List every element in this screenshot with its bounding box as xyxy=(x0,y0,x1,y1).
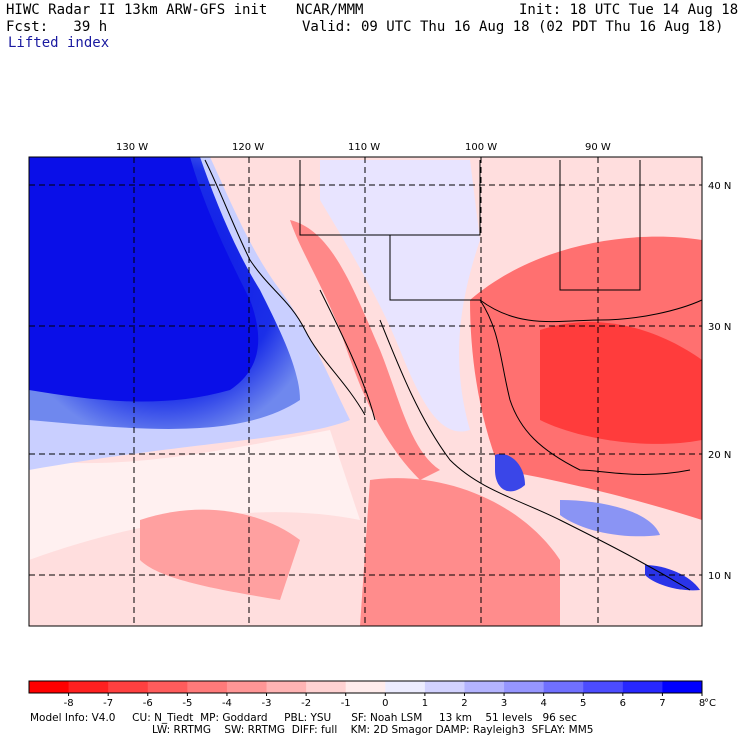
colorbar-swatch xyxy=(226,681,268,693)
graticule xyxy=(29,157,702,626)
model-title: HIWC Radar II 13km ARW-GFS init xyxy=(6,2,268,18)
lon-label-90w: 90 W xyxy=(585,142,611,153)
colorbar-swatch xyxy=(385,681,426,693)
colorbar-swatch xyxy=(108,681,149,693)
lon-label-110w: 110 W xyxy=(348,142,380,153)
colorbar-label: 7 xyxy=(659,698,665,709)
colorbar-swatch xyxy=(622,681,663,693)
forecast-hour: Fcst: 39 h xyxy=(6,19,108,35)
lon-label-100w: 100 W xyxy=(465,142,497,153)
colorbar-swatch xyxy=(345,681,386,693)
colorbar: -8 -7 -6 -5 -4 -3 -2 -1 0 1 2 3 4 5 6 7 8°C xyxy=(28,680,716,709)
organization: NCAR/MMM xyxy=(296,2,364,18)
lat-label-10n: 10 N xyxy=(708,571,731,582)
colorbar-label: -6 xyxy=(143,698,153,709)
colorbar-label: -2 xyxy=(301,698,311,709)
colorbar-swatch xyxy=(662,681,703,693)
colorbar-label: 6 xyxy=(620,698,626,709)
init-time: Init: 18 UTC Tue 14 Aug 18 xyxy=(519,2,739,18)
colorbar-label: 1 xyxy=(422,698,428,709)
colorbar-label: 0 xyxy=(382,698,388,709)
lon-label-130w: 130 W xyxy=(116,142,148,153)
lat-label-30n: 30 N xyxy=(708,322,731,333)
colorbar-unit: °C xyxy=(704,698,716,709)
colorbar-swatch xyxy=(543,681,584,693)
model-info-line2: LW: RRTMG SW: RRTMG DIFF: full KM: 2D Sm… xyxy=(152,724,594,736)
colorbar-swatch xyxy=(504,681,545,693)
coastlines xyxy=(204,159,703,591)
map-frame xyxy=(28,156,703,627)
colorbar-label: -1 xyxy=(341,698,351,709)
colorbar-swatch xyxy=(29,681,70,693)
colorbar-swatch xyxy=(187,681,228,693)
colorbar-swatch xyxy=(306,681,347,693)
colorbar-swatch xyxy=(424,681,465,693)
colorbar-swatch xyxy=(266,681,307,693)
lat-label-20n: 20 N xyxy=(708,450,731,461)
colorbar-swatch xyxy=(464,681,505,693)
colorbar-label: -4 xyxy=(222,698,232,709)
colorbar-swatch xyxy=(68,681,109,693)
colorbar-label: 4 xyxy=(540,698,546,709)
colorbar-label: -5 xyxy=(182,698,192,709)
valid-time: Valid: 09 UTC Thu 16 Aug 18 (02 PDT Thu … xyxy=(302,19,724,35)
colorbar-frame xyxy=(28,680,703,694)
colorbar-swatch xyxy=(147,681,188,693)
colorbar-label: 2 xyxy=(461,698,467,709)
colorbar-label: 8 xyxy=(699,698,705,709)
colorbar-label: -8 xyxy=(64,698,74,709)
lon-label-120w: 120 W xyxy=(232,142,264,153)
colorbar-label: -3 xyxy=(262,698,272,709)
colorbar-label: -7 xyxy=(103,698,113,709)
field-name: Lifted index xyxy=(8,35,110,51)
colorbar-swatch xyxy=(583,681,624,693)
lat-label-40n: 40 N xyxy=(708,181,731,192)
colorbar-label: 3 xyxy=(501,698,507,709)
model-info-line1: Model Info: V4.0 CU: N_Tiedt MP: Goddard… xyxy=(30,712,577,724)
colorbar-label: 5 xyxy=(580,698,586,709)
